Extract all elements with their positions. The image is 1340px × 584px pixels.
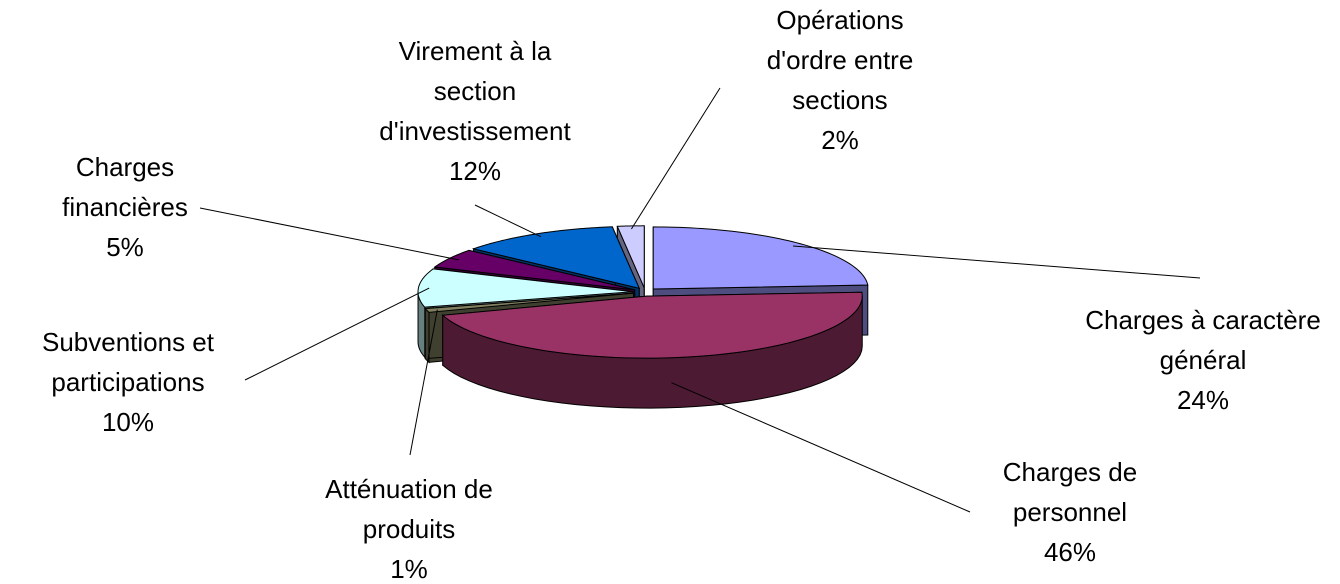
leader-line [199, 207, 459, 261]
slice-label: Charges à caractère général 24% [1068, 300, 1338, 420]
category-name: Charges de personnel [1002, 457, 1138, 527]
percent-label: 46% [1043, 537, 1097, 567]
category-name: Virement à la section d'investissement [379, 36, 571, 146]
category-name: Charges à caractère général [1085, 305, 1321, 375]
slice [616, 225, 645, 289]
percent-label: 10% [101, 407, 155, 437]
percent-label: 12% [448, 156, 502, 186]
slice-label: Atténuation de produits 1% [289, 469, 529, 584]
slice [417, 268, 634, 308]
leader-line [671, 382, 971, 513]
slice [652, 226, 869, 290]
category-name: Opérations d'ordre entre sections [766, 5, 914, 115]
percent-label: 24% [1176, 385, 1230, 415]
leader-line [630, 87, 721, 230]
percent-label: 1% [390, 554, 428, 584]
leader-line [409, 309, 438, 456]
slice [441, 291, 863, 359]
leader-line [244, 287, 430, 381]
percent-label: 5% [106, 232, 144, 262]
slice-label: Charges de personnel 46% [970, 452, 1170, 572]
leader-line [792, 245, 1201, 279]
slice-label: Opérations d'ordre entre sections 2% [740, 0, 940, 160]
slice-label: Virement à la section d'investissement 12… [365, 31, 585, 191]
pie [417, 225, 869, 409]
category-name: Charges financières [62, 152, 188, 222]
leader-line [474, 204, 542, 238]
percent-label: 2% [821, 125, 859, 155]
slice-label: Subventions et participations 10% [3, 322, 253, 442]
slice [424, 292, 634, 313]
slice-label: Charges financières 5% [45, 147, 205, 267]
category-name: Atténuation de produits [325, 474, 493, 544]
category-name: Subventions et participations [41, 327, 214, 397]
